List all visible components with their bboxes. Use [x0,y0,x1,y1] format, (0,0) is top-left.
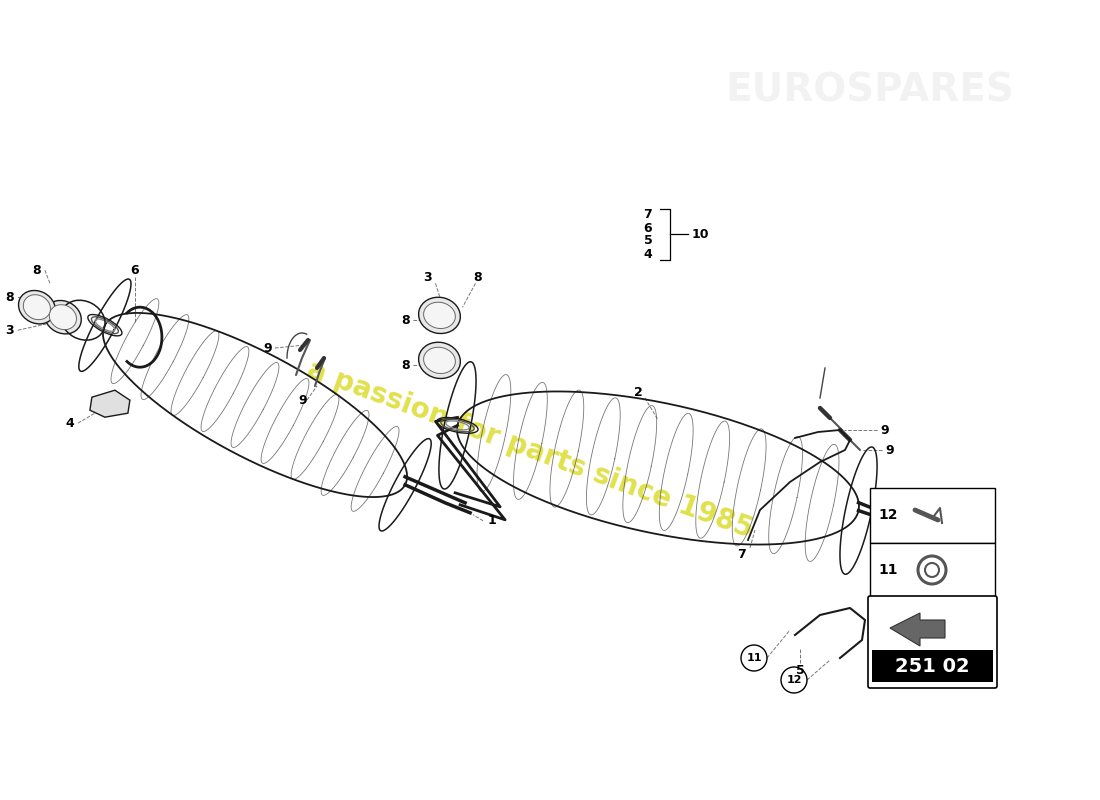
Text: 12: 12 [786,675,802,685]
Text: 2: 2 [634,386,642,398]
Text: 9: 9 [886,443,894,457]
FancyBboxPatch shape [870,543,996,598]
Text: 9: 9 [264,342,273,354]
Text: EUROSPARES: EUROSPARES [726,71,1014,109]
Ellipse shape [419,342,461,378]
Text: 251 02: 251 02 [895,657,970,675]
FancyBboxPatch shape [868,596,997,688]
Text: 5: 5 [644,234,652,247]
Ellipse shape [19,290,55,324]
Text: 11: 11 [746,653,761,663]
Text: 7: 7 [644,209,652,222]
Ellipse shape [50,305,77,330]
Text: 3: 3 [6,324,14,337]
Text: 8: 8 [6,290,14,304]
Text: 8: 8 [33,264,41,277]
Ellipse shape [419,298,461,334]
Text: 12: 12 [878,508,898,522]
Polygon shape [890,613,945,646]
Text: 9: 9 [299,394,307,406]
Text: 9: 9 [881,423,889,437]
Text: 11: 11 [878,563,898,577]
Text: 3: 3 [424,271,432,284]
FancyBboxPatch shape [870,488,996,543]
Text: 6: 6 [644,222,652,234]
Text: 8: 8 [473,271,482,284]
Text: 5: 5 [795,663,804,677]
Ellipse shape [44,301,81,334]
Text: 10: 10 [691,227,708,241]
Ellipse shape [424,302,455,329]
Text: 6: 6 [131,264,140,277]
Text: 4: 4 [644,247,652,261]
Text: 8: 8 [402,359,410,372]
Ellipse shape [424,347,455,374]
FancyBboxPatch shape [872,650,993,682]
Text: 7: 7 [738,549,747,562]
Text: 1: 1 [487,514,496,527]
Polygon shape [90,390,130,417]
Text: a passion for parts since 1985: a passion for parts since 1985 [304,356,757,544]
Ellipse shape [23,294,51,320]
Text: 4: 4 [66,417,75,430]
Text: 8: 8 [402,314,410,327]
